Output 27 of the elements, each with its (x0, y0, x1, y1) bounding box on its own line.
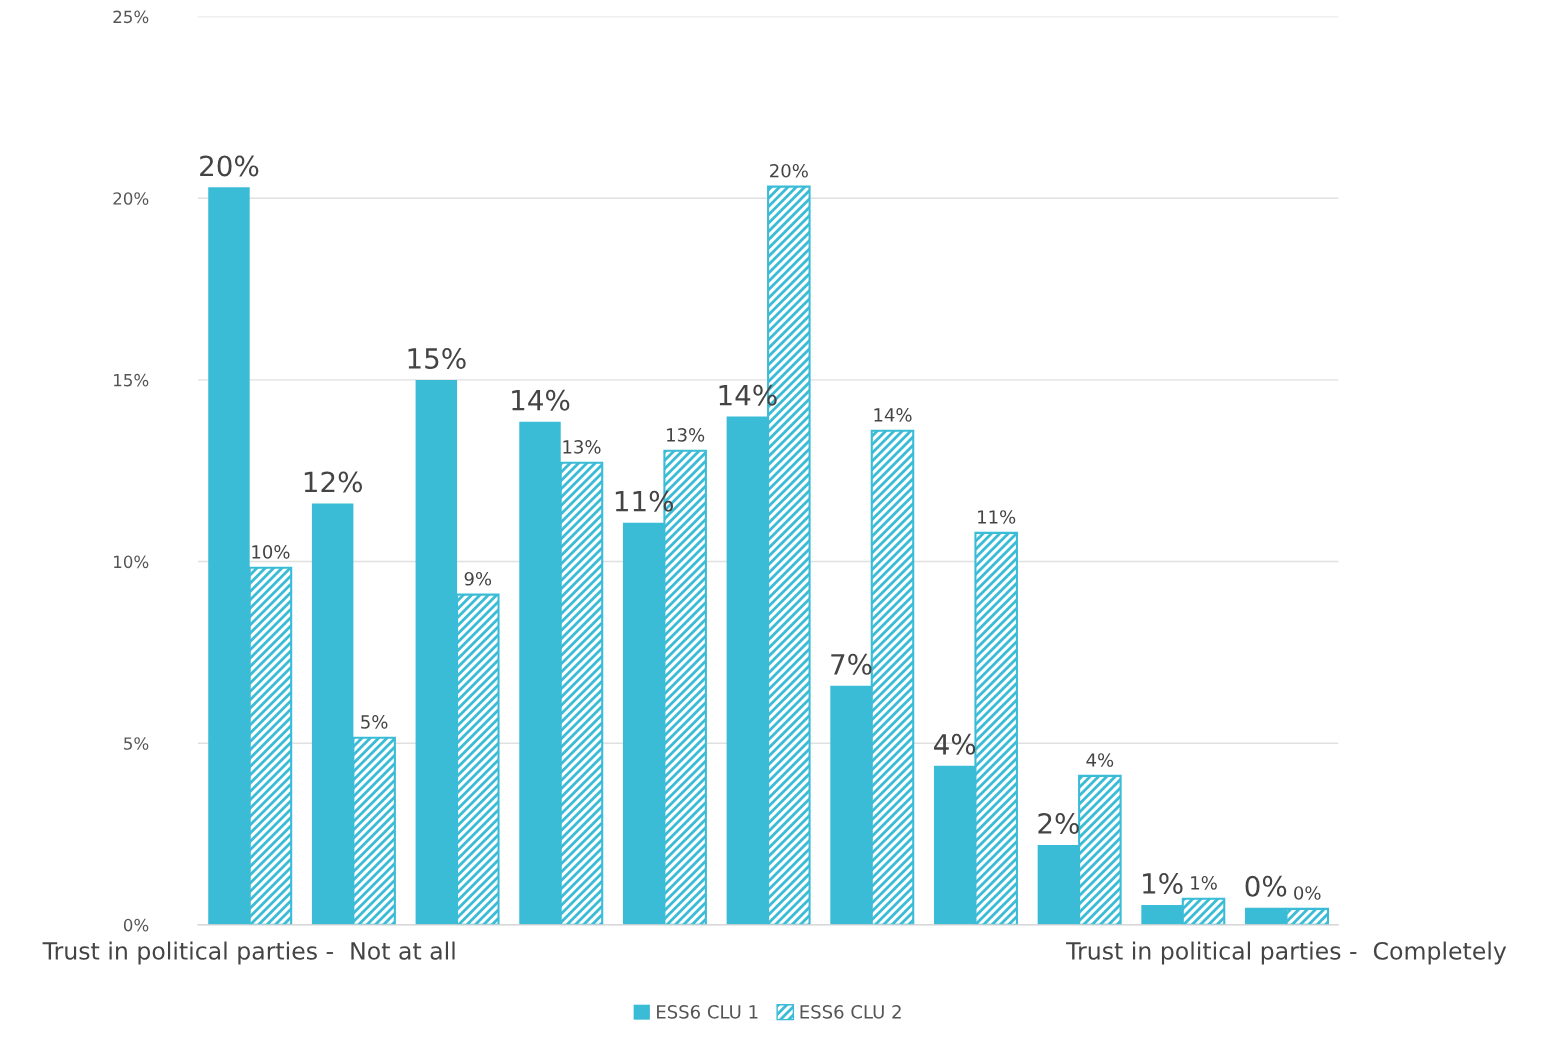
legend-label: ESS6 CLU 1 (657, 1005, 758, 1019)
data-label: 0% (1245, 875, 1287, 897)
data-label: 20% (770, 163, 808, 178)
data-label: 12% (304, 471, 362, 493)
data-label: 9% (464, 571, 492, 586)
legend-label: ESS6 CLU 2 (800, 1005, 901, 1019)
data-label: 20% (200, 155, 259, 177)
data-label: 5% (361, 715, 388, 729)
y-tick-label: 15% (114, 373, 149, 387)
y-tick-label: 5% (124, 737, 149, 750)
y-tick-label: 20% (113, 192, 149, 205)
data-label: 14% (874, 408, 912, 422)
data-label: 1% (1143, 872, 1183, 894)
data-label: 13% (667, 428, 705, 442)
x-tick-label: Trust in political parties - Not at all (42, 941, 455, 965)
data-label: 10% (252, 545, 290, 559)
y-tick-label: 10% (114, 555, 149, 569)
x-tick-label: Trust in political parties - Completely (1066, 941, 1507, 965)
data-label: 1% (1191, 875, 1217, 890)
data-label: 11% (978, 510, 1016, 524)
y-tick-label: 0% (123, 918, 149, 932)
data-label: 4% (1086, 753, 1114, 767)
data-label: 15% (408, 347, 466, 369)
data-label: 14% (512, 389, 570, 411)
data-label: 13% (563, 440, 601, 454)
y-tick-label: 25% (113, 10, 149, 24)
data-label: 0% (1294, 886, 1321, 900)
